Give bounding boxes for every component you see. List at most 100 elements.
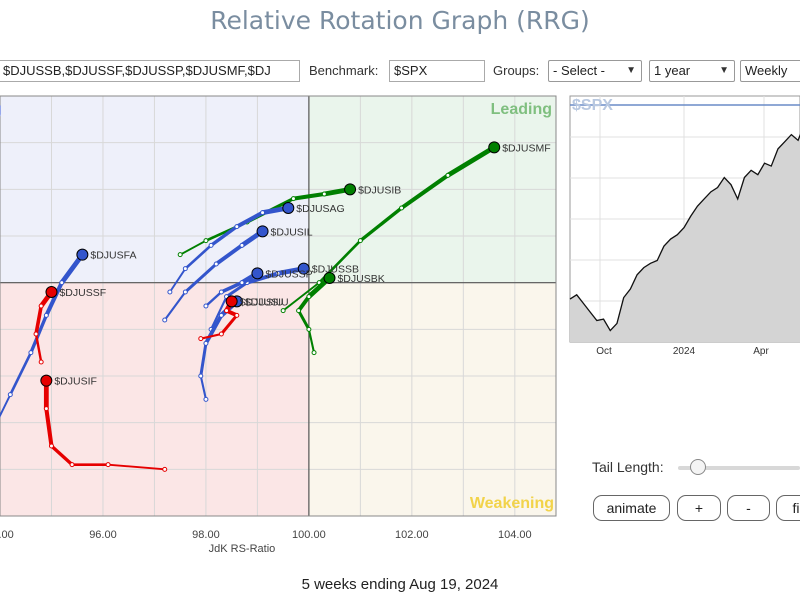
zoom-out-button[interactable]: - <box>727 495 770 521</box>
series-djussp[interactable]: $DJUSSP <box>203 267 313 309</box>
tail-segment <box>199 374 207 401</box>
tail-segment <box>107 463 166 471</box>
symbols-input[interactable]: $DJUSSB,$DJUSSF,$DJUSSP,$DJUSMF,$DJ <box>0 60 300 82</box>
tail-point <box>218 312 224 318</box>
spx-chart: $SPX Oct 2024 Apr <box>569 95 800 357</box>
tail-point <box>306 294 312 300</box>
tail-point <box>59 280 65 286</box>
head-point[interactable] <box>488 141 501 154</box>
tail-point <box>177 252 183 258</box>
groups-select-value: - Select - <box>553 63 606 78</box>
quadrant-label-weakening: Weakening <box>470 495 554 512</box>
tail-segment <box>209 224 239 248</box>
groups-select[interactable]: - Select - ▼ <box>548 60 642 82</box>
x-tick-label: 102.00 <box>395 529 429 541</box>
tail-segment <box>44 280 64 318</box>
tail-length-slider-thumb[interactable] <box>690 459 707 475</box>
tail-segment <box>245 271 280 285</box>
tail-segment <box>399 173 450 211</box>
tail-segment <box>199 341 208 378</box>
series-djusiu[interactable]: $DJUSIU <box>198 295 289 402</box>
plot-frame <box>0 95 557 517</box>
series-djusiu[interactable]: $DJUSIU <box>198 295 284 342</box>
tail-point <box>260 210 266 216</box>
head-point[interactable] <box>282 202 295 214</box>
tail-point <box>239 242 245 248</box>
series-label: $DJUSIL <box>271 226 313 238</box>
x-tick-label: 94.00 <box>0 529 14 541</box>
period-select[interactable]: 1 year ▼ <box>649 60 735 82</box>
head-point[interactable] <box>251 267 264 280</box>
series-djusmf[interactable]: $DJUSMF <box>280 141 551 314</box>
tail-segment <box>225 281 249 299</box>
tail-point <box>218 289 224 295</box>
tail-point <box>28 350 34 356</box>
tail-point <box>162 317 168 323</box>
tail-segment <box>34 304 43 336</box>
series-label: $DJUSMF <box>502 142 550 154</box>
chevron-down-icon: ▼ <box>719 65 729 76</box>
tail-segment <box>234 210 265 229</box>
series-label: $DJUSIB <box>358 184 401 196</box>
tail-segment <box>203 313 224 346</box>
series-djusil[interactable]: $DJUSIL <box>162 225 313 323</box>
x-tick-label: 98.00 <box>192 529 220 541</box>
interval-select[interactable]: Weekly <box>740 60 800 82</box>
series-djusfa[interactable]: $DJUSFA <box>0 248 136 438</box>
tail-length-slider-track[interactable] <box>678 466 800 470</box>
animate-button[interactable]: animate <box>593 495 670 521</box>
zoom-in-button[interactable]: + <box>677 495 721 521</box>
x-tick-label: 96.00 <box>89 529 117 541</box>
tail-segment <box>219 313 239 336</box>
tail-point <box>182 289 188 295</box>
benchmark-input[interactable]: $SPX <box>389 60 485 82</box>
toolbar: $DJUSSB,$DJUSSF,$DJUSSP,$DJUSMF,$DJ Benc… <box>0 60 800 84</box>
tail-segment <box>210 295 228 331</box>
tail-length-label: Tail Length: <box>592 459 664 475</box>
spx-area <box>570 134 800 342</box>
tail-point <box>43 312 49 318</box>
series-djussb[interactable]: $DJUSSB <box>208 262 359 332</box>
tail-point <box>275 270 281 276</box>
page-title: Relative Rotation Graph (RRG) <box>210 6 590 35</box>
interval-select-value: Weekly <box>745 63 788 78</box>
quadrant-label-leading: Leading <box>491 101 552 118</box>
tail-point <box>234 224 240 230</box>
tail-point <box>234 312 240 318</box>
series-label: $DJUSAG <box>296 203 344 215</box>
tail-segment <box>291 191 327 201</box>
tail-point <box>280 308 286 314</box>
series-label: $DJUSSF <box>59 287 106 299</box>
series-djussf[interactable]: $DJUSSF <box>33 286 106 365</box>
series-djusib[interactable]: $DJUSIB <box>177 183 401 258</box>
tail-point <box>224 308 230 314</box>
series-djusbk[interactable]: $DJUSBK <box>296 272 385 356</box>
fit-button[interactable]: fi <box>776 495 800 521</box>
series-label: $DJUSSP <box>265 268 312 280</box>
tail-point <box>203 396 209 402</box>
series-label: $DJUSFA <box>90 250 136 262</box>
series-djusag[interactable]: $DJUSAG <box>167 202 345 295</box>
period-select-value: 1 year <box>654 63 691 78</box>
tail-point <box>306 326 312 332</box>
tail-point <box>296 308 302 314</box>
tail-segment <box>296 294 311 313</box>
head-point[interactable] <box>256 225 269 238</box>
series-label: $DJUSSB <box>312 264 359 276</box>
tail-point <box>203 303 209 309</box>
head-point[interactable] <box>40 374 53 387</box>
quadrant-label-improving: Improving <box>0 101 2 118</box>
x-tick-label: 100.00 <box>292 529 326 541</box>
head-point[interactable] <box>45 286 58 298</box>
series-djusif[interactable]: $DJUSIF <box>40 374 168 472</box>
tail-segment <box>8 351 33 396</box>
rrg-chart[interactable]: $DJUSMF $DJUSIB $DJUSAG $DJUSIL $DJUSFA $DJUS… <box>0 92 560 556</box>
head-point[interactable] <box>344 183 357 196</box>
tail-segment <box>49 444 74 467</box>
head-point[interactable] <box>76 248 89 261</box>
tail-point <box>239 280 245 286</box>
tail-point <box>162 466 168 472</box>
head-point[interactable] <box>297 262 310 275</box>
head-point[interactable] <box>323 272 336 284</box>
head-point[interactable] <box>225 295 238 308</box>
